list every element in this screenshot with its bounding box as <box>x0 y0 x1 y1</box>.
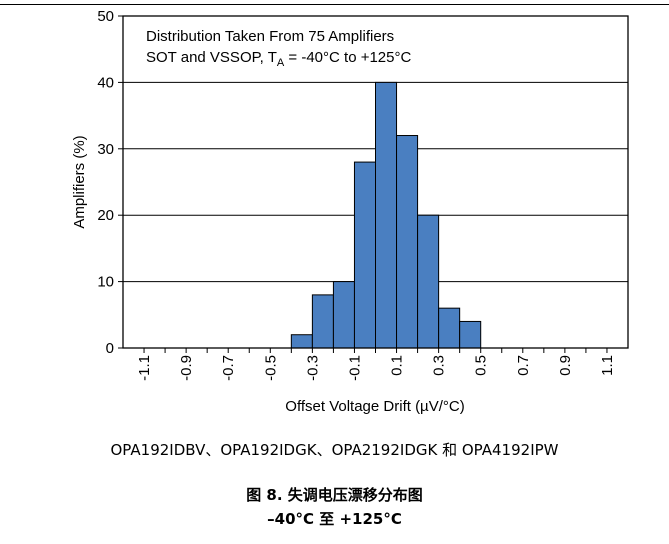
annotation-line-2: SOT and VSSOP, TA = -40°C to +125°C <box>146 49 411 69</box>
x-tick-label: -0.5 <box>262 355 279 381</box>
annotation-line-1: Distribution Taken From 75 Amplifiers <box>146 28 394 45</box>
x-tick-label: -0.7 <box>220 355 237 381</box>
x-tick-label: 1.1 <box>599 355 616 376</box>
x-tick-label: 0.9 <box>557 355 574 376</box>
figure-caption: 图 8. 失调电压漂移分布图 <box>246 486 423 504</box>
caption-part-numbers: OPA192IDBV、OPA192IDGK、OPA2192IDGK 和 OPA4… <box>110 441 559 459</box>
histogram-bar <box>396 135 419 349</box>
x-tick-label: 0.7 <box>515 355 532 376</box>
y-tick-label: 10 <box>97 274 114 291</box>
histogram-bar <box>375 81 398 349</box>
histogram-bar <box>438 307 461 349</box>
y-tick-label: 50 <box>97 8 114 25</box>
figure-temperature-range: –40°C 至 +125°C <box>267 510 402 528</box>
x-tick-label: 0.3 <box>431 355 448 376</box>
top-rule <box>0 4 669 5</box>
histogram-bar <box>290 334 313 349</box>
y-tick-label: 30 <box>97 141 114 158</box>
histogram-bar <box>311 294 334 349</box>
x-tick-label: -0.3 <box>304 355 321 381</box>
histogram-bar <box>332 281 355 349</box>
y-axis-label: Amplifiers (%) <box>71 135 88 228</box>
x-tick-label: -0.1 <box>346 355 363 381</box>
x-tick-label: -0.9 <box>178 355 195 381</box>
x-tick-label: 0.1 <box>389 355 406 376</box>
histogram-bar <box>353 161 377 349</box>
x-tick-label: -1.1 <box>136 355 153 381</box>
y-tick-label: 40 <box>97 74 114 91</box>
histogram-bar <box>417 214 440 349</box>
histogram-bar <box>459 320 482 349</box>
x-tick-label: 0.5 <box>473 355 490 376</box>
histogram-chart: 0 10 20 30 40 50 -1.1 -0.9 -0.7 -0.5 -0.3 -0.1 0.1 0… <box>71 8 629 415</box>
x-axis-label: Offset Voltage Drift (µV/°C) <box>285 398 464 415</box>
y-tick-label: 0 <box>106 340 114 357</box>
y-tick-label: 20 <box>97 207 114 224</box>
